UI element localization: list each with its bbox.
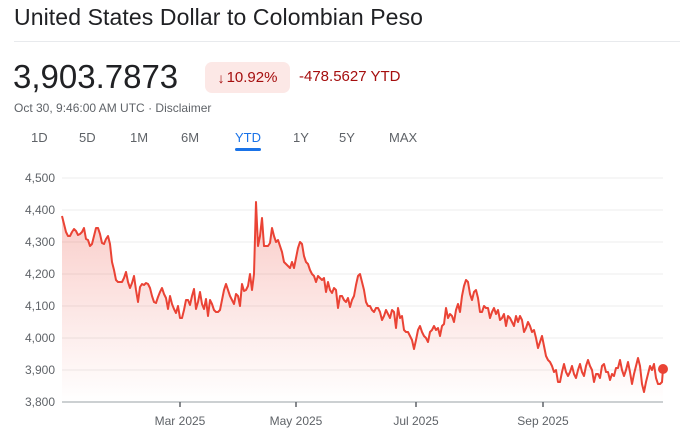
y-tick: 4,100 — [25, 299, 55, 313]
y-tick: 4,000 — [25, 331, 55, 345]
y-tick: 4,300 — [25, 235, 55, 249]
tab-5d[interactable]: 5D — [79, 130, 96, 145]
last-price-marker — [658, 364, 668, 374]
x-axis-ticks — [179, 402, 544, 407]
price-chart[interactable]: 4,500 4,400 4,300 4,200 4,100 4,000 3,90… — [0, 160, 680, 434]
change-percent: 10.92% — [226, 69, 278, 86]
change-ytd: -478.5627 YTD — [299, 68, 401, 85]
header-divider — [14, 41, 680, 42]
tab-max[interactable]: MAX — [389, 130, 418, 145]
timestamp: Oct 30, 9:46:00 AM UTC — [14, 101, 145, 115]
tab-1y[interactable]: 1Y — [293, 130, 309, 145]
y-tick: 4,500 — [25, 171, 55, 185]
page-title: United States Dollar to Colombian Peso — [14, 4, 424, 30]
tab-6m[interactable]: 6M — [181, 130, 200, 145]
y-axis-labels: 4,500 4,400 4,300 4,200 4,100 4,000 3,90… — [25, 171, 55, 409]
tab-1m[interactable]: 1M — [130, 130, 149, 145]
x-tick: Sep 2025 — [517, 414, 569, 428]
tab-1d[interactable]: 1D — [31, 130, 48, 145]
y-tick: 4,400 — [25, 203, 55, 217]
price-line — [61, 201, 664, 393]
x-axis-labels: Mar 2025 May 2025 Jul 2025 Sep 2025 — [155, 414, 569, 428]
y-tick: 3,900 — [25, 363, 55, 377]
tab-ytd[interactable]: YTD — [235, 130, 261, 151]
x-tick: Jul 2025 — [393, 414, 439, 428]
tab-5y[interactable]: 5Y — [339, 130, 355, 145]
change-percent-badge: ↓ 10.92% — [205, 62, 290, 93]
quote-meta: Oct 30, 9:46:00 AM UTC · Disclaimer — [14, 101, 211, 115]
x-tick: Mar 2025 — [155, 414, 206, 428]
y-tick: 3,800 — [25, 395, 55, 409]
y-tick: 4,200 — [25, 267, 55, 281]
arrow-down-icon: ↓ — [217, 69, 225, 86]
meta-separator: · — [144, 101, 156, 115]
range-tabs: 1D 5D 1M 6M YTD 1Y 5Y MAX — [0, 128, 450, 152]
x-tick: May 2025 — [270, 414, 323, 428]
price-area-fill — [62, 202, 663, 402]
disclaimer-link[interactable]: Disclaimer — [155, 101, 212, 115]
current-price: 3,903.7873 — [13, 58, 179, 95]
